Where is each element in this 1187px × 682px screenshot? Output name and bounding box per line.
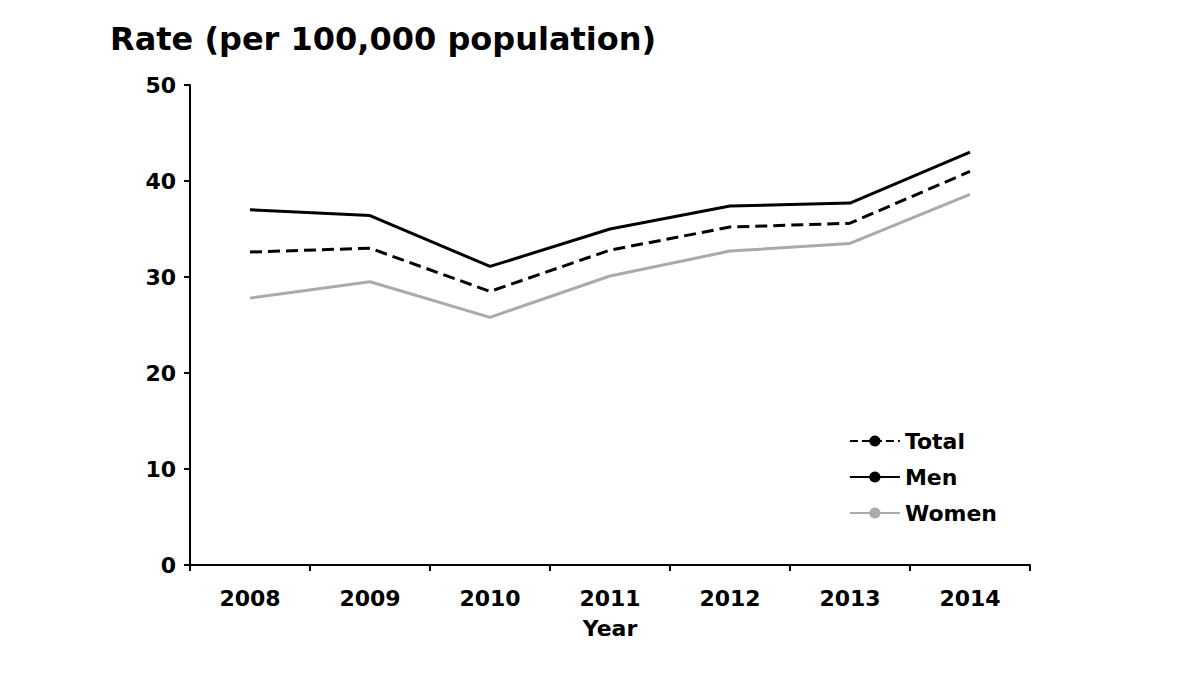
svg-text:10: 10 <box>145 457 176 482</box>
svg-text:2012: 2012 <box>699 586 760 611</box>
svg-text:40: 40 <box>145 169 176 194</box>
svg-text:Men: Men <box>905 465 957 490</box>
svg-text:2013: 2013 <box>819 586 880 611</box>
svg-text:2014: 2014 <box>939 586 1000 611</box>
svg-text:Year: Year <box>582 616 638 641</box>
svg-text:Total: Total <box>905 429 965 454</box>
svg-text:2011: 2011 <box>579 586 640 611</box>
svg-text:30: 30 <box>145 265 176 290</box>
svg-text:2009: 2009 <box>339 586 400 611</box>
svg-text:Rate (per 100,000 population): Rate (per 100,000 population) <box>110 20 656 58</box>
svg-text:0: 0 <box>161 553 176 578</box>
svg-text:50: 50 <box>145 73 176 98</box>
svg-text:20: 20 <box>145 361 176 386</box>
svg-text:2008: 2008 <box>219 586 280 611</box>
svg-text:Women: Women <box>905 501 997 526</box>
svg-text:2010: 2010 <box>459 586 520 611</box>
